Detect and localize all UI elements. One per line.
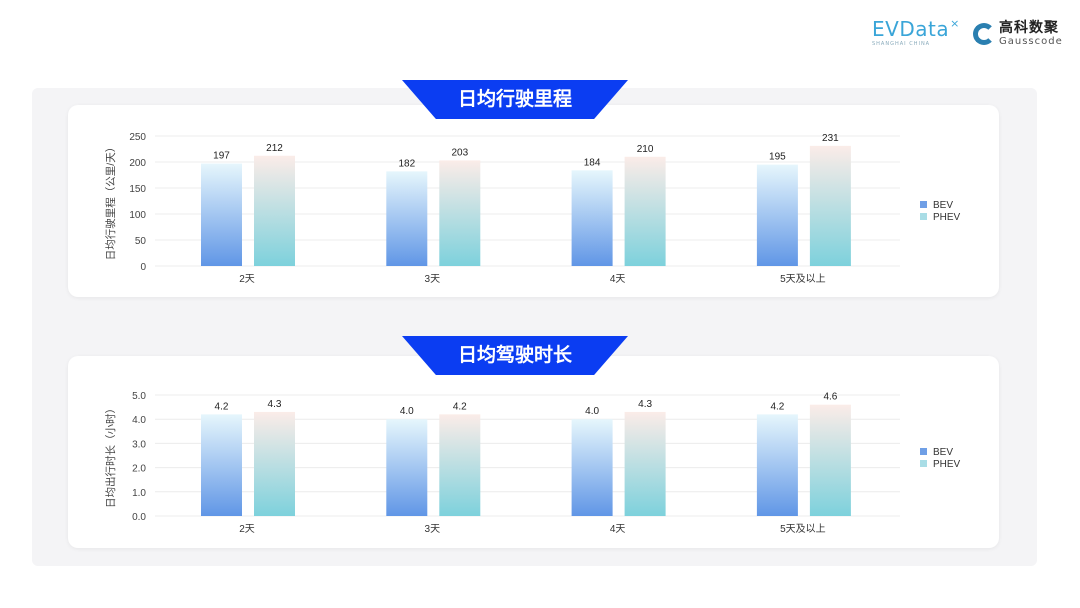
bar-phev [254, 155, 295, 266]
y-tick-label: 150 [129, 184, 146, 195]
bar-bev [386, 419, 428, 516]
data-label: 4.0 [400, 406, 414, 417]
data-label: 182 [398, 158, 415, 169]
y-tick-label: 5.0 [132, 391, 146, 402]
y-tick-label: 200 [129, 158, 146, 169]
y-tick-label: 250 [129, 132, 146, 143]
chart-title-duration: 日均驾驶时长 [402, 336, 628, 375]
bar-phev [809, 145, 851, 266]
data-label: 195 [769, 152, 786, 163]
bar-bev [386, 171, 428, 266]
x-tick-label: 4天 [610, 274, 626, 285]
y-tick-label: 0 [140, 262, 146, 273]
y-axis-label: 日均行驶里程（公里/天） [104, 142, 117, 260]
y-tick-label: 3.0 [132, 439, 146, 450]
legend-label: PHEV [933, 459, 961, 470]
data-label: 4.2 [770, 401, 784, 412]
data-label: 4.2 [215, 401, 229, 412]
bar-bev [571, 170, 613, 266]
x-tick-label: 5天及以上 [780, 523, 826, 535]
x-tick-label: 4天 [610, 524, 626, 535]
y-tick-label: 1.0 [132, 488, 146, 499]
legend-swatch-bev [920, 448, 927, 455]
x-tick-label: 3天 [425, 524, 441, 535]
bar-phev [439, 160, 481, 266]
bar-phev [624, 156, 666, 266]
bar-phev [809, 404, 851, 516]
legend-label: PHEV [933, 212, 961, 223]
bar-phev [439, 414, 481, 516]
y-axis-label: 日均出行时长（小时） [104, 403, 117, 508]
data-label: 4.3 [268, 399, 282, 410]
x-tick-label: 3天 [425, 274, 441, 285]
y-tick-label: 4.0 [132, 415, 146, 426]
x-tick-label: 2天 [239, 524, 255, 535]
evdata-logo-subtitle: SHANGHAI CHINA [872, 41, 931, 47]
x-tick-label: 2天 [239, 274, 255, 285]
legend-swatch-phev [920, 213, 927, 220]
gausscode-mark-icon [973, 23, 995, 45]
bar-bev [201, 163, 242, 266]
y-tick-label: 100 [129, 210, 146, 221]
data-label: 184 [584, 157, 601, 168]
data-label: 4.2 [453, 401, 467, 412]
data-label: 4.3 [638, 399, 652, 410]
chart-title-mileage: 日均行驶里程 [402, 80, 628, 119]
bar-bev [571, 419, 613, 516]
evdata-x-icon: × [950, 17, 960, 30]
legend-label: BEV [933, 200, 953, 211]
data-label: 197 [213, 151, 230, 162]
data-label: 203 [451, 147, 468, 158]
gausscode-logo-cn: 高科数聚 [999, 20, 1059, 36]
y-tick-label: 50 [135, 236, 147, 247]
x-tick-label: 5天及以上 [780, 273, 826, 285]
data-label: 4.6 [823, 392, 837, 403]
bar-bev [201, 414, 242, 516]
gausscode-logo-en: Gausscode [999, 36, 1063, 47]
data-label: 210 [637, 144, 654, 155]
bar-phev [624, 411, 666, 516]
data-label: 4.0 [585, 406, 599, 417]
data-label: 231 [822, 133, 839, 144]
bar-bev [756, 164, 798, 266]
data-label: 212 [266, 143, 283, 154]
evdata-logo: EVData × SHANGHAI CHINA [872, 18, 959, 47]
y-tick-label: 2.0 [132, 464, 146, 475]
bar-bev [756, 414, 798, 516]
bar-phev [254, 411, 295, 516]
legend-label: BEV [933, 447, 953, 458]
evdata-logo-text: EVData [872, 17, 950, 41]
legend-swatch-phev [920, 460, 927, 467]
y-tick-label: 0.0 [132, 512, 146, 523]
legend-swatch-bev [920, 201, 927, 208]
gausscode-logo: 高科数聚 Gausscode [973, 20, 1063, 48]
